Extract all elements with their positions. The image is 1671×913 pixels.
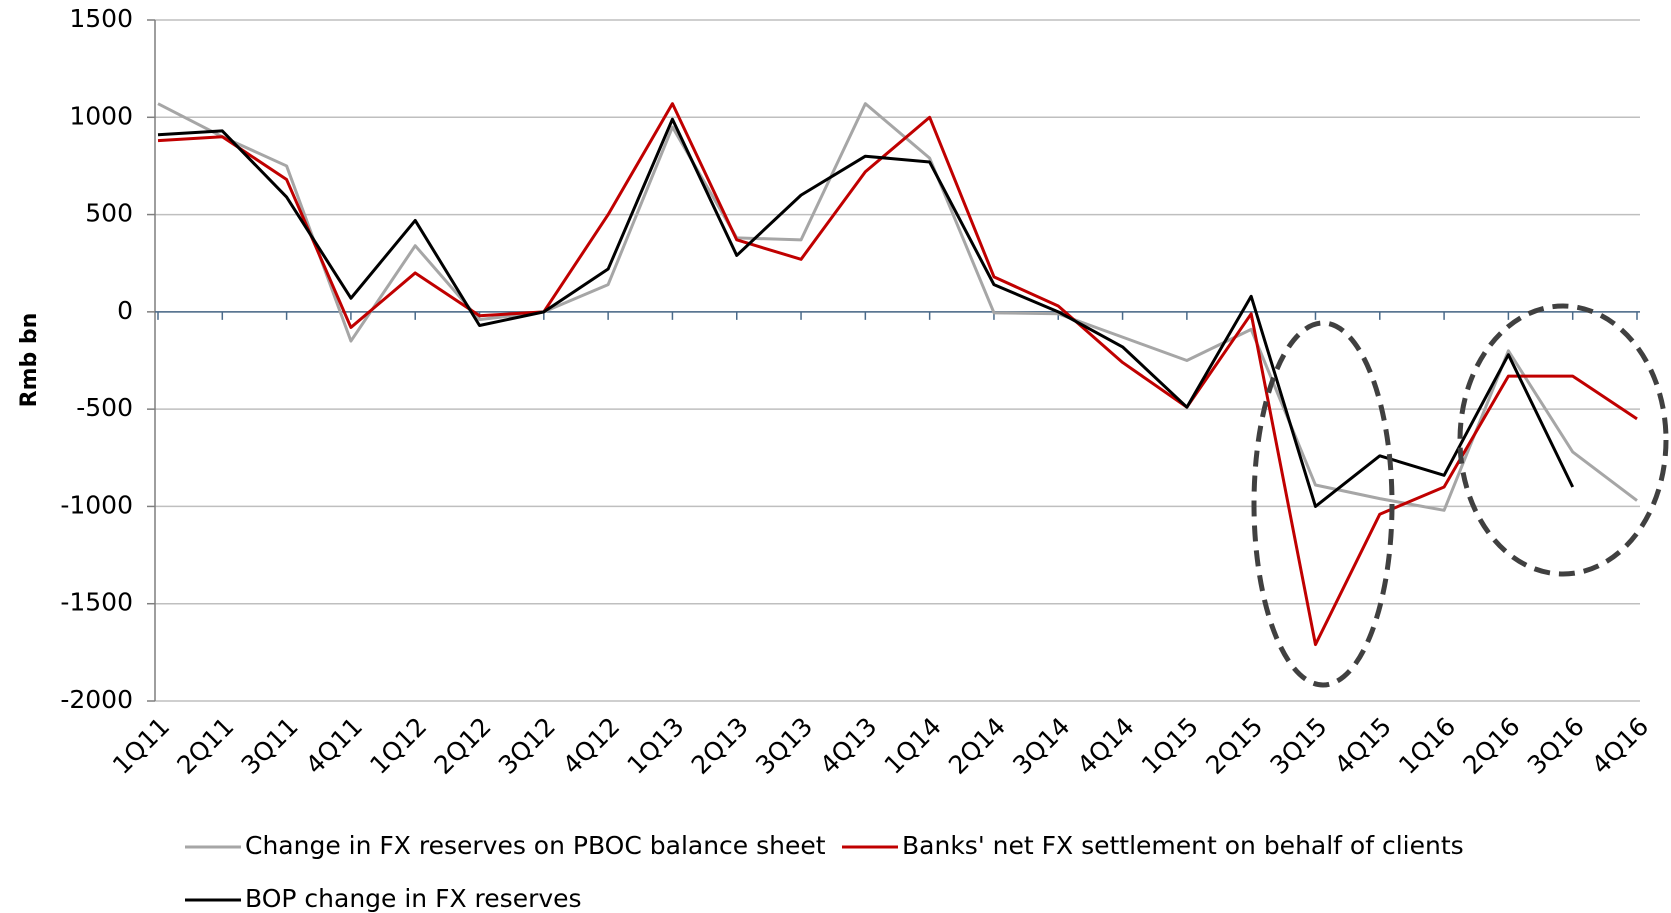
legend: Change in FX reserves on PBOC balance sh… bbox=[185, 831, 1464, 913]
x-tick-label: 3Q15 bbox=[1265, 712, 1333, 780]
x-tick-label: 2Q14 bbox=[943, 712, 1011, 780]
series-line bbox=[157, 102, 1638, 512]
x-tick-label: 4Q16 bbox=[1586, 712, 1654, 780]
y-tick-label: -2000 bbox=[60, 685, 133, 714]
x-tick-label: 1Q16 bbox=[1393, 712, 1461, 780]
x-tick-label: 4Q15 bbox=[1329, 712, 1397, 780]
x-tick-label: 4Q12 bbox=[557, 712, 625, 780]
x-tick-label: 3Q13 bbox=[750, 712, 818, 780]
x-tick-label: 1Q15 bbox=[1136, 712, 1204, 780]
x-tick-label: 3Q11 bbox=[236, 712, 304, 780]
x-tick-label: 2Q13 bbox=[686, 712, 754, 780]
highlight-ellipse bbox=[1251, 320, 1395, 688]
y-tick-label: -1500 bbox=[60, 588, 133, 617]
y-tick-label: 1500 bbox=[69, 4, 133, 33]
x-tick-label: 2Q12 bbox=[429, 712, 497, 780]
x-tick-label: 3Q12 bbox=[493, 712, 561, 780]
x-tick-label: 3Q16 bbox=[1522, 712, 1590, 780]
y-tick-label: -500 bbox=[76, 393, 133, 422]
plot bbox=[157, 102, 1638, 647]
x-tick-label: 2Q15 bbox=[1200, 712, 1268, 780]
y-tick-label: 500 bbox=[85, 199, 133, 228]
x-tick-label: 2Q11 bbox=[171, 712, 239, 780]
y-tick-label: -1000 bbox=[60, 490, 133, 519]
y-axis-title: Rmb bn bbox=[17, 313, 42, 408]
y-tick-label: 0 bbox=[117, 296, 133, 325]
x-tick-label: 1Q12 bbox=[364, 712, 432, 780]
x-tick-label: 4Q11 bbox=[300, 712, 368, 780]
legend-label: Banks' net FX settlement on behalf of cl… bbox=[902, 831, 1464, 860]
x-tick-label: 1Q11 bbox=[107, 712, 175, 780]
x-tick-label: 2Q16 bbox=[1457, 712, 1525, 780]
legend-label: BOP change in FX reserves bbox=[245, 884, 582, 913]
x-tick-label: 1Q14 bbox=[879, 712, 947, 780]
legend-label: Change in FX reserves on PBOC balance sh… bbox=[245, 831, 826, 860]
series-line bbox=[157, 117, 1575, 508]
x-tick-label: 4Q14 bbox=[1072, 712, 1140, 780]
x-tick-label: 1Q13 bbox=[621, 712, 689, 780]
y-tick-label: 1000 bbox=[69, 101, 133, 130]
highlight-ellipse bbox=[1457, 303, 1669, 577]
x-tick-label: 4Q13 bbox=[814, 712, 882, 780]
x-tick-label: 3Q14 bbox=[1007, 712, 1075, 780]
series-line bbox=[157, 102, 1638, 647]
